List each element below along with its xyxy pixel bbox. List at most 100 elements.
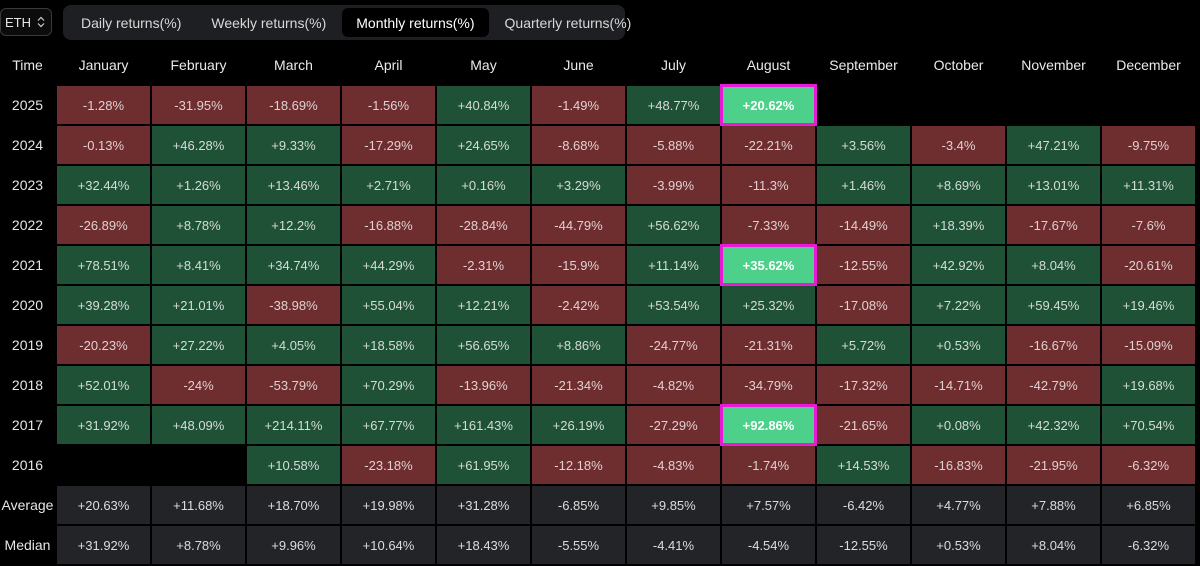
- return-cell: -7.33%: [722, 206, 815, 244]
- return-cell: -38.98%: [247, 286, 340, 324]
- return-cell: -1.56%: [342, 86, 435, 124]
- return-cell: -23.18%: [342, 446, 435, 484]
- return-cell: +2.71%: [342, 166, 435, 204]
- return-cell: +7.22%: [912, 286, 1005, 324]
- year-label: 2021: [11, 257, 44, 273]
- return-cell: +55.04%: [342, 286, 435, 324]
- return-cell: -16.88%: [342, 206, 435, 244]
- return-cell: -3.4%: [912, 126, 1005, 164]
- month-header: March: [274, 57, 313, 73]
- return-cell: -34.79%: [722, 366, 815, 404]
- return-cell: +44.29%: [342, 246, 435, 284]
- month-header: May: [470, 57, 497, 73]
- return-cell: +24.65%: [437, 126, 530, 164]
- month-header: April: [374, 57, 403, 73]
- return-cell: -20.61%: [1102, 246, 1195, 284]
- return-cell: +78.51%: [57, 246, 150, 284]
- returns-period-tabs: Daily returns(%) Weekly returns(%) Month…: [63, 5, 631, 40]
- return-cell: +20.62%: [720, 84, 817, 126]
- empty-cell: [57, 446, 150, 484]
- month-header: February: [170, 57, 227, 73]
- return-cell: +8.69%: [912, 166, 1005, 204]
- return-cell: -17.08%: [817, 286, 910, 324]
- return-cell: -21.95%: [1007, 446, 1100, 484]
- year-row: 2022 -26.89% +8.78% +12.2% -16.88% -28.84% -44…: [0, 205, 1200, 245]
- stat-label: Average: [1, 497, 54, 513]
- return-cell: -3.99%: [627, 166, 720, 204]
- month-header: July: [661, 57, 686, 73]
- month-header: November: [1021, 57, 1086, 73]
- year-row: 2019 -20.23% +27.22% +4.05% +18.58% +56.65% +8…: [0, 325, 1200, 365]
- year-label: 2024: [11, 137, 44, 153]
- return-cell: +161.43%: [437, 406, 530, 444]
- return-cell: -2.31%: [437, 246, 530, 284]
- stat-cell: +4.77%: [912, 486, 1005, 524]
- return-cell: -15.9%: [532, 246, 625, 284]
- year-label: 2025: [11, 97, 44, 113]
- stat-cell: -6.32%: [1102, 526, 1195, 564]
- stat-cell: +9.96%: [247, 526, 340, 564]
- return-cell: -7.6%: [1102, 206, 1195, 244]
- return-cell: -24.77%: [627, 326, 720, 364]
- return-cell: -21.34%: [532, 366, 625, 404]
- return-cell: +4.05%: [247, 326, 340, 364]
- return-cell: +13.01%: [1007, 166, 1100, 204]
- return-cell: +8.86%: [532, 326, 625, 364]
- return-cell: +42.32%: [1007, 406, 1100, 444]
- return-cell: -44.79%: [532, 206, 625, 244]
- return-cell: +59.45%: [1007, 286, 1100, 324]
- year-label: 2018: [11, 377, 44, 393]
- tab-quarterly-returns[interactable]: Quarterly returns(%): [504, 14, 632, 31]
- year-label: 2017: [11, 417, 44, 433]
- empty-cell: [912, 86, 1005, 124]
- month-header: September: [829, 57, 898, 73]
- return-cell: -14.71%: [912, 366, 1005, 404]
- return-cell: -28.84%: [437, 206, 530, 244]
- return-cell: +0.16%: [437, 166, 530, 204]
- return-cell: -16.67%: [1007, 326, 1100, 364]
- return-cell: +13.46%: [247, 166, 340, 204]
- return-cell: -1.28%: [57, 86, 150, 124]
- year-row: 2016 +10.58% -23.18% +61.95% -12.18% -4.83% -1…: [0, 445, 1200, 485]
- stat-cell: +7.57%: [722, 486, 815, 524]
- header-row: Time January February March April May June Jul…: [0, 45, 1200, 85]
- return-cell: +5.72%: [817, 326, 910, 364]
- asset-select-value: ETH: [5, 14, 31, 30]
- return-cell: -53.79%: [247, 366, 340, 404]
- tab-monthly-returns[interactable]: Monthly returns(%): [342, 8, 489, 37]
- return-cell: +48.77%: [627, 86, 720, 124]
- return-cell: -31.95%: [152, 86, 245, 124]
- return-cell: +0.53%: [912, 326, 1005, 364]
- stat-cell: +6.85%: [1102, 486, 1195, 524]
- month-header: December: [1116, 57, 1181, 73]
- return-cell: -18.69%: [247, 86, 340, 124]
- tab-daily-returns[interactable]: Daily returns(%): [81, 14, 182, 31]
- year-row: 2018 +52.01% -24% -53.79% +70.29% -13.96% -21.…: [0, 365, 1200, 405]
- month-header: August: [746, 57, 791, 73]
- return-cell: -15.09%: [1102, 326, 1195, 364]
- year-label: 2019: [11, 337, 44, 353]
- return-cell: +26.19%: [532, 406, 625, 444]
- return-cell: +11.14%: [627, 246, 720, 284]
- empty-cell: [152, 446, 245, 484]
- return-cell: -16.83%: [912, 446, 1005, 484]
- return-cell: +10.58%: [247, 446, 340, 484]
- stat-cell: +8.04%: [1007, 526, 1100, 564]
- return-cell: +3.56%: [817, 126, 910, 164]
- return-cell: -11.3%: [722, 166, 815, 204]
- stat-cell: +0.53%: [912, 526, 1005, 564]
- return-cell: +56.65%: [437, 326, 530, 364]
- stat-cell: +11.68%: [152, 486, 245, 524]
- return-cell: +18.58%: [342, 326, 435, 364]
- stat-cell: +18.43%: [437, 526, 530, 564]
- return-cell: -9.75%: [1102, 126, 1195, 164]
- return-cell: -1.49%: [532, 86, 625, 124]
- asset-select[interactable]: ETH: [0, 8, 52, 36]
- tab-weekly-returns[interactable]: Weekly returns(%): [211, 14, 327, 31]
- stat-cell: +19.98%: [342, 486, 435, 524]
- return-cell: -5.88%: [627, 126, 720, 164]
- stat-cell: +10.64%: [342, 526, 435, 564]
- return-cell: +39.28%: [57, 286, 150, 324]
- stat-row: Average +20.63% +11.68% +18.70% +19.98% +31.2…: [0, 485, 1200, 525]
- return-cell: +1.46%: [817, 166, 910, 204]
